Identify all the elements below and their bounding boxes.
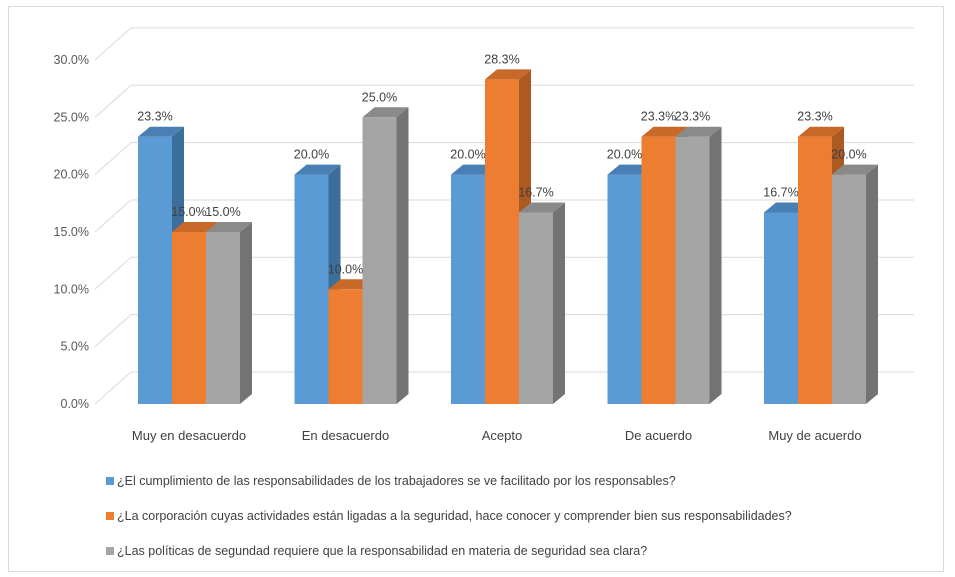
gridline-depth xyxy=(94,314,132,348)
data-label: 23.3% xyxy=(797,110,832,124)
bar-top xyxy=(172,221,218,232)
bar-top xyxy=(138,126,184,137)
y-tick-label: 10.0% xyxy=(54,282,89,296)
y-tick-label: 0.0% xyxy=(61,397,90,411)
bar-chart: 0.0% 5.0% 10.0% 15.0% 20.0% 25.0% 30.0% 23.3% 15… xyxy=(54,27,914,443)
legend-item-series-2: ¿La corporación cuyas actividades están … xyxy=(106,509,792,523)
data-label: 20.0% xyxy=(607,148,642,162)
chart-frame: 0.0% 5.0% 10.0% 15.0% 20.0% 25.0% 30.0% 23.3% 15… xyxy=(8,6,944,572)
bar-front xyxy=(675,136,710,404)
bar-front xyxy=(294,174,329,404)
bar-front xyxy=(138,136,172,404)
legend-label: ¿La corporación cuyas actividades están … xyxy=(117,509,792,523)
data-label: 20.0% xyxy=(294,148,329,162)
bar-top xyxy=(294,164,341,175)
legend-item-series-1: ¿El cumplimiento de las responsabilidade… xyxy=(106,474,676,488)
bar-front xyxy=(206,231,240,404)
legend-swatch-blue xyxy=(106,477,114,485)
x-tick-label: De acuerdo xyxy=(625,428,692,443)
bar-top xyxy=(798,126,844,137)
data-label: 23.3% xyxy=(137,110,172,124)
data-label: 15.0% xyxy=(171,205,206,219)
bar-front xyxy=(485,79,519,405)
data-label: 23.3% xyxy=(675,110,710,124)
bar-front xyxy=(328,289,363,404)
bar-front xyxy=(451,174,485,404)
bar-front xyxy=(519,212,553,404)
data-label: 16.7% xyxy=(763,185,798,199)
y-tick-label: 15.0% xyxy=(54,225,89,239)
data-label: 25.0% xyxy=(362,90,397,104)
bar-top xyxy=(832,164,878,175)
bar-top xyxy=(675,126,722,137)
bar-front xyxy=(172,231,206,404)
gridline-depth xyxy=(94,84,132,118)
gridline-depth xyxy=(94,27,132,61)
data-label: 28.3% xyxy=(484,52,519,66)
gridline-depth xyxy=(94,199,132,233)
legend-label: ¿El cumplimiento de las responsabilidade… xyxy=(117,474,676,488)
bar-top xyxy=(641,126,688,137)
legend-label: ¿Las políticas de segundad requiere que … xyxy=(117,544,648,558)
bar-top xyxy=(206,221,252,232)
bar-side xyxy=(709,126,722,405)
y-tick-label: 20.0% xyxy=(54,168,89,182)
bar-front xyxy=(764,212,798,404)
x-tick-label: En desacuerdo xyxy=(302,428,389,443)
y-tick-label: 5.0% xyxy=(61,340,90,354)
bar-front xyxy=(607,174,642,404)
legend-swatch-gray xyxy=(106,547,114,555)
bar-side xyxy=(396,107,409,404)
bar-top xyxy=(519,202,565,213)
y-tick-label: 25.0% xyxy=(54,110,89,124)
bar-top xyxy=(485,69,531,80)
legend-item-series-3: ¿Las políticas de segundad requiere que … xyxy=(106,544,647,558)
x-tick-label: Acepto xyxy=(482,428,522,443)
bar-front xyxy=(641,136,676,404)
gridline-depth xyxy=(94,256,132,290)
x-tick-label: Muy en desacuerdo xyxy=(132,428,246,443)
x-tick-label: Muy de acuerdo xyxy=(768,428,861,443)
bar-side xyxy=(240,221,252,404)
bar-top xyxy=(362,107,409,118)
bar-front xyxy=(798,136,832,404)
gridline-depth xyxy=(94,142,132,175)
legend-swatch-orange xyxy=(106,512,114,520)
bar-side xyxy=(553,202,565,404)
data-label: 20.0% xyxy=(831,148,866,162)
data-label: 15.0% xyxy=(205,205,240,219)
gridline-depth xyxy=(94,371,132,405)
data-label: 20.0% xyxy=(450,148,485,162)
data-label: 10.0% xyxy=(328,262,363,276)
data-label: 23.3% xyxy=(641,110,676,124)
data-label: 16.7% xyxy=(518,185,553,199)
bar-front xyxy=(832,174,866,404)
y-tick-label: 30.0% xyxy=(54,53,89,67)
bar-side xyxy=(866,164,878,404)
bar-front xyxy=(362,117,397,404)
